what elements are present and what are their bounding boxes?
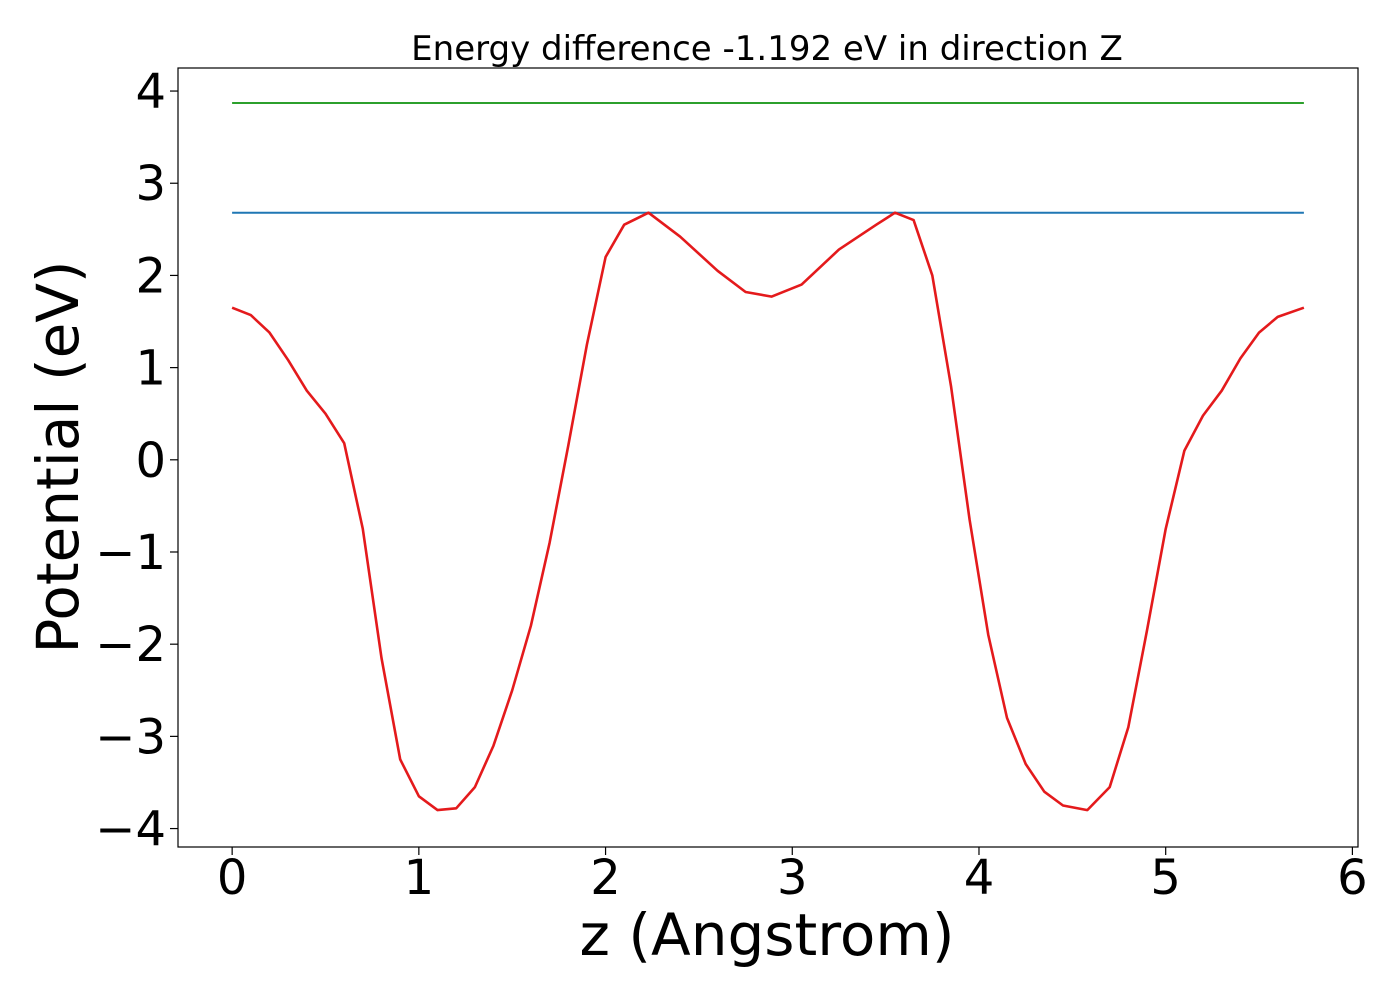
plot-frame: [177, 67, 1359, 848]
y-tick-label: 2: [135, 248, 166, 304]
series-layer: [231, 102, 1305, 812]
x-tick-label: 5: [1150, 850, 1181, 906]
y-axis-label: Potential (eV): [24, 260, 92, 653]
y-tick-label: 0: [135, 433, 166, 489]
x-tick-label: 3: [777, 850, 808, 906]
y-tick-label: 1: [135, 341, 166, 397]
series-line-2: [231, 211, 1305, 812]
y-tick-label: 3: [135, 156, 166, 212]
y-axis: −4 −3 −2 −1 0 1 2 3 4: [95, 64, 178, 858]
y-tick-label: −2: [95, 617, 166, 673]
x-tick-label: 1: [404, 850, 435, 906]
y-tick-label: 4: [135, 64, 166, 120]
x-axis: 0 1 2 3 4 5 6: [217, 847, 1368, 906]
x-tick-label: 0: [217, 850, 248, 906]
x-tick-label: 4: [964, 850, 995, 906]
y-tick-label: −3: [95, 709, 166, 765]
x-axis-label: z (Angstrom): [580, 901, 955, 969]
chart-title: Energy difference -1.192 eV in direction…: [411, 29, 1123, 69]
x-tick-label: 2: [590, 850, 621, 906]
x-tick-label: 6: [1337, 850, 1368, 906]
y-tick-label: −1: [95, 525, 166, 581]
y-tick-label: −4: [95, 802, 166, 858]
